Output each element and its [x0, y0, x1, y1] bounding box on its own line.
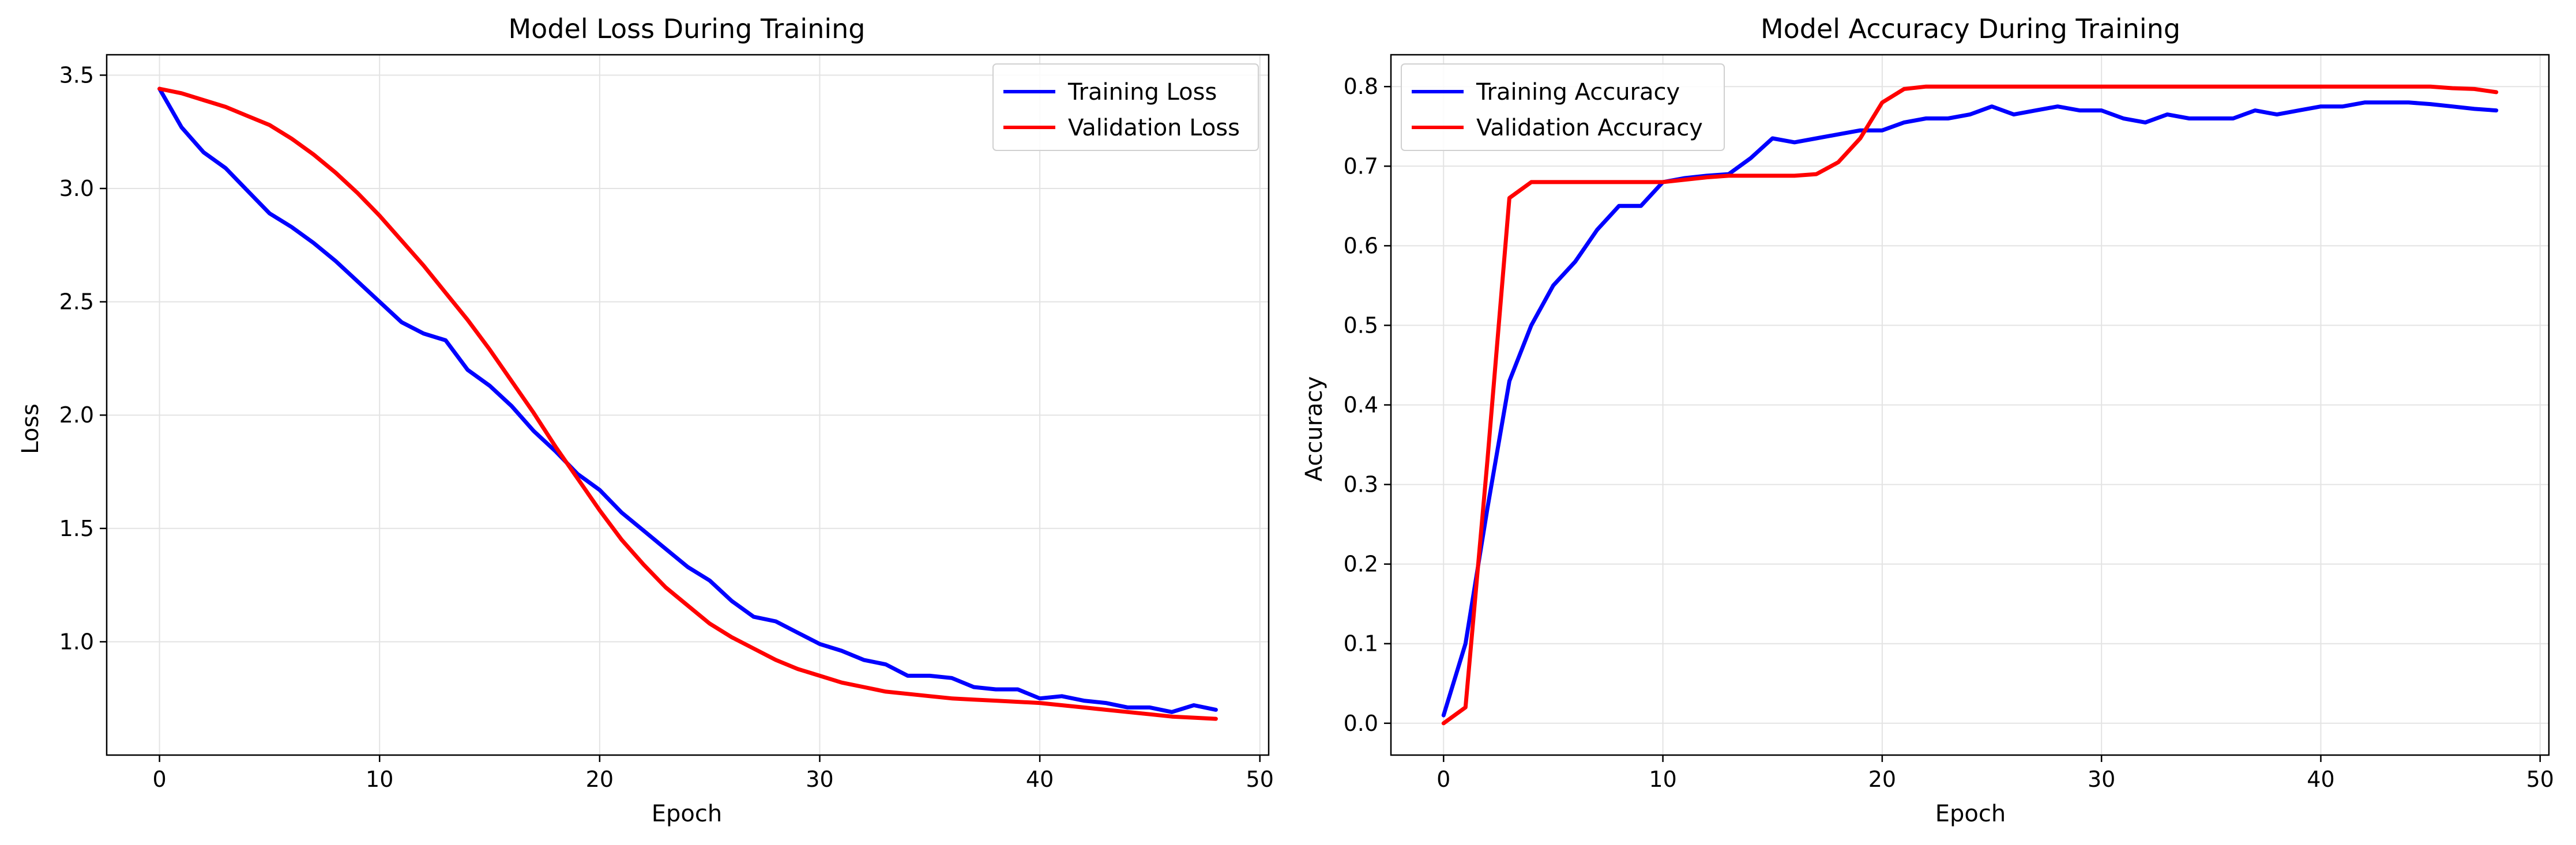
accuracy-chart-legend-box: [1401, 63, 1725, 151]
accuracy-chart-series-training-accuracy: [1441, 100, 2499, 718]
accuracy-chart-xtick-label-20: 20: [1868, 767, 1896, 792]
accuracy-chart-ytick-label-0.2: 0.2: [1344, 552, 1378, 577]
loss-chart-xtick-label-50: 50: [1246, 767, 1274, 792]
loss-chart-series-validation-loss: [157, 86, 1218, 721]
loss-chart-legend-box: [992, 63, 1259, 151]
accuracy-chart-series-validation-accuracy: [1441, 84, 2499, 726]
loss-chart-xtick-label-10: 10: [366, 767, 393, 792]
accuracy-chart-xtick-label-50: 50: [2526, 767, 2554, 792]
loss-chart-xtick-label-30: 30: [806, 767, 833, 792]
accuracy-chart-ytick-label-0: 0.0: [1344, 711, 1378, 736]
loss-chart-title: Model Loss During Training: [508, 13, 865, 44]
loss-chart-ytick-label-2.5: 2.5: [59, 289, 94, 315]
loss-chart-legend-label-validation: Validation Loss: [1068, 115, 1240, 141]
accuracy-chart-xtick-label-0: 0: [1436, 767, 1450, 792]
loss-chart-series-training-loss: [157, 86, 1218, 714]
accuracy-chart-legend: Training Accuracy Validation Accuracy: [1401, 63, 1725, 151]
loss-chart-xlabel: Epoch: [652, 801, 722, 827]
accuracy-chart-ylabel: Accuracy: [1301, 376, 1328, 482]
accuracy-chart-title: Model Accuracy During Training: [1761, 13, 2180, 44]
accuracy-chart-ytick-label-0.4: 0.4: [1344, 393, 1378, 418]
accuracy-chart-frame: [1390, 54, 2550, 756]
loss-chart-xtick-label-40: 40: [1026, 767, 1054, 792]
accuracy-chart-xlabel: Epoch: [1935, 801, 2006, 827]
accuracy-chart-xtick-label-10: 10: [1649, 767, 1676, 792]
accuracy-chart-ytick-label-0.5: 0.5: [1344, 312, 1378, 338]
loss-chart-legend-label-training: Training Loss: [1067, 79, 1217, 105]
loss-chart-ytick-label-3: 3.0: [59, 176, 94, 201]
loss-chart-ytick-label-3.5: 3.5: [59, 62, 94, 88]
loss-chart-lines: [157, 86, 1218, 721]
accuracy-chart-ytick-label-0.6: 0.6: [1344, 233, 1378, 258]
accuracy-chart-xtick-label-40: 40: [2307, 767, 2334, 792]
loss-chart-grid: [107, 55, 1269, 755]
accuracy-chart-xtick-label-30: 30: [2088, 767, 2115, 792]
accuracy-chart-lines: [1441, 84, 2499, 726]
loss-chart: Model Loss During Training Epoch Loss 0 1…: [17, 13, 1274, 827]
loss-chart-ytick-label-1: 1.0: [59, 629, 94, 654]
accuracy-chart-legend-label-training: Training Accuracy: [1476, 79, 1680, 105]
accuracy-chart: Model Accuracy During Training Epoch Acc…: [1301, 13, 2554, 827]
accuracy-chart-ytick-label-0.7: 0.7: [1344, 153, 1378, 179]
loss-chart-xtick-label-0: 0: [152, 767, 166, 792]
accuracy-chart-ytick-label-0.1: 0.1: [1344, 631, 1378, 657]
loss-chart-ylabel: Loss: [17, 403, 44, 454]
loss-chart-legend: Training Loss Validation Loss: [992, 63, 1259, 151]
loss-chart-ticks: 0 10 20 30 40 50 1.0 1.5 2.0 2.5 3.0 3.5: [59, 62, 1274, 792]
accuracy-chart-ticks: 0 10 20 30 40 50 0.0 0.1 0.2 0.3 0.4 0.5 0.6 0.7 0.8: [1344, 74, 2554, 792]
accuracy-chart-ytick-label-0.8: 0.8: [1344, 74, 1378, 99]
loss-chart-ytick-label-1.5: 1.5: [59, 516, 94, 541]
loss-chart-xtick-label-20: 20: [586, 767, 614, 792]
accuracy-chart-ytick-label-0.3: 0.3: [1344, 472, 1378, 497]
loss-chart-ytick-label-2: 2.0: [59, 402, 94, 428]
accuracy-chart-legend-label-validation: Validation Accuracy: [1476, 115, 1703, 141]
loss-chart-frame: [106, 54, 1270, 756]
